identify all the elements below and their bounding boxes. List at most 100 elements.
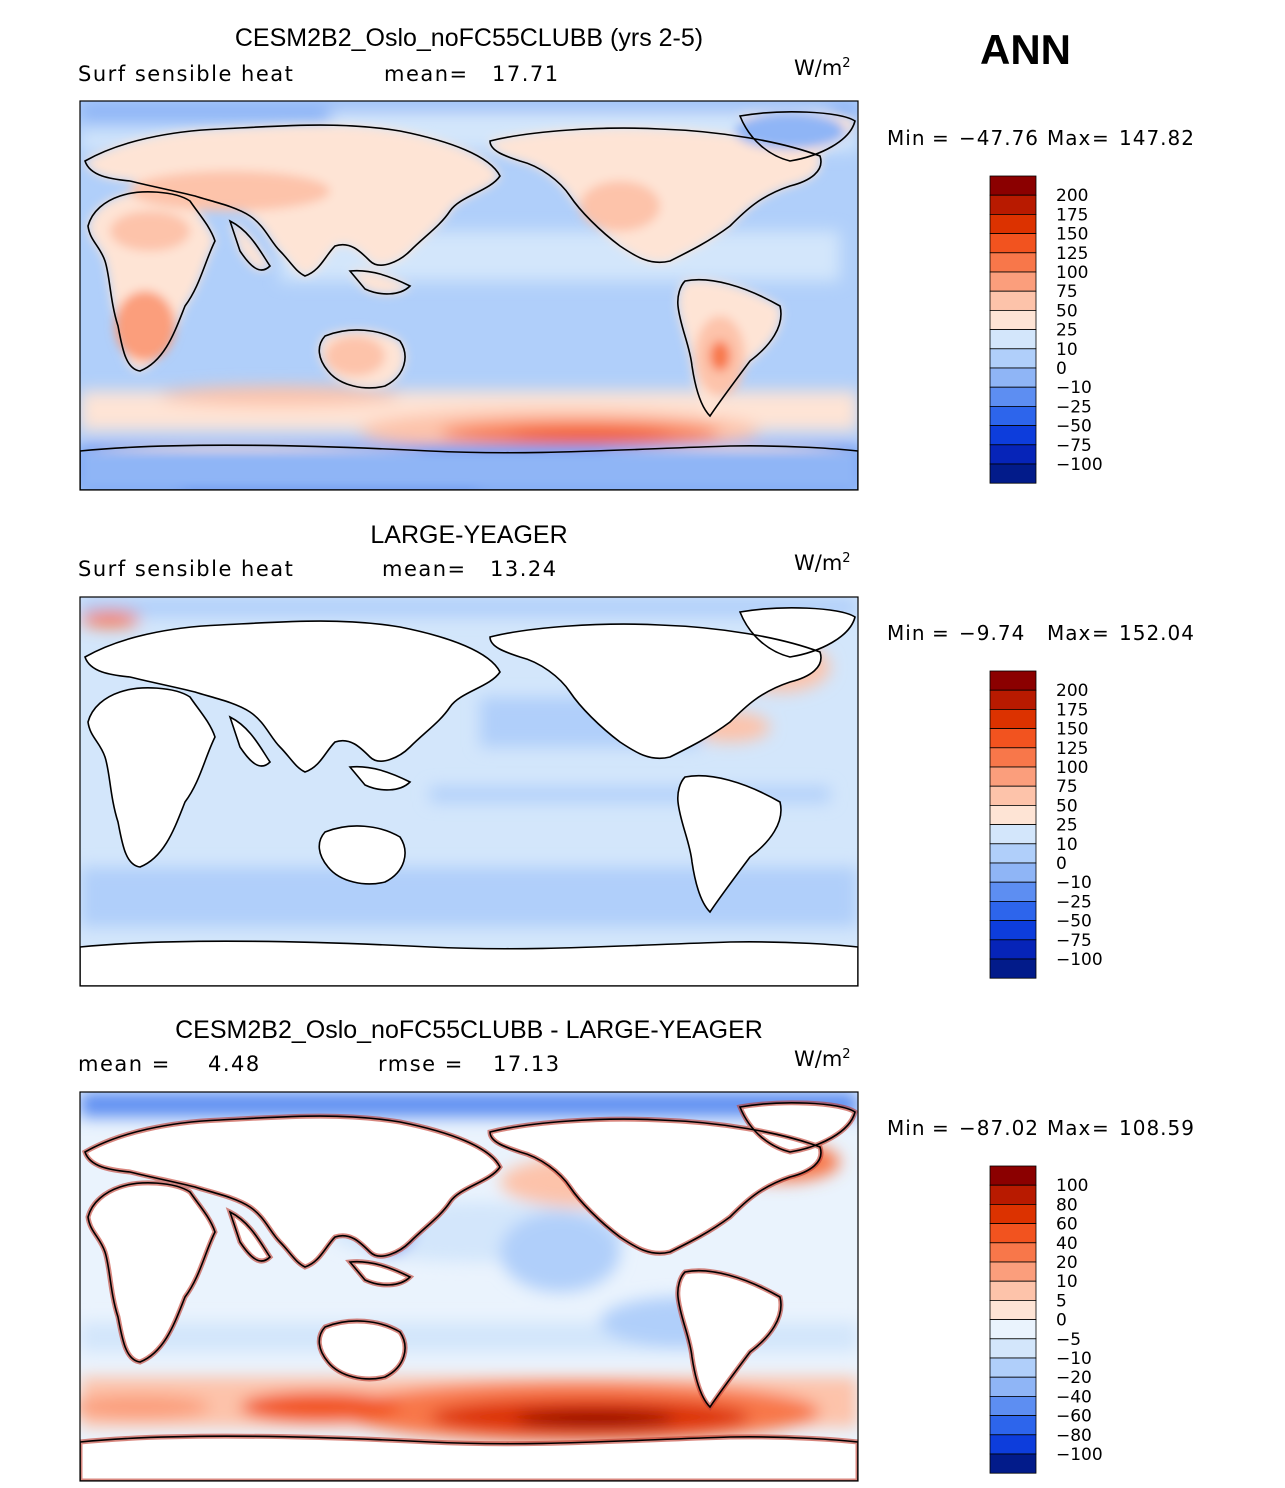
colorbar-tick-label: 40 xyxy=(1056,1234,1078,1254)
colorbar-tick-label: −100 xyxy=(1056,455,1103,475)
mean-value: 4.48 xyxy=(208,1052,261,1076)
map-frame-model xyxy=(79,100,859,491)
colorbar-tick-label: −60 xyxy=(1056,1407,1092,1427)
colorbar-tick-label: 25 xyxy=(1056,321,1078,341)
map-field-obs xyxy=(80,597,858,986)
colorbar-tick-label: −80 xyxy=(1056,1426,1092,1446)
colorbar-tick-label: −10 xyxy=(1056,378,1092,398)
map-panel-obs xyxy=(80,597,858,986)
panel-subtitle-left: Surf sensible heat xyxy=(78,62,295,86)
min-value: −87.02 xyxy=(959,1116,1040,1140)
min-eq: = xyxy=(932,126,950,150)
panel-title: LARGE-YEAGER xyxy=(370,521,568,549)
colorbar-swatch xyxy=(989,175,1037,196)
colorbar-tick-label: 50 xyxy=(1056,301,1078,321)
season-label: ANN xyxy=(980,26,1071,73)
colorbar-swatch xyxy=(989,709,1037,730)
colorbar-tick-label: 20 xyxy=(1056,1253,1078,1273)
colorbar-swatch xyxy=(989,1300,1037,1321)
colorbar-tick-label: −20 xyxy=(1056,1368,1092,1388)
colorbar-swatch xyxy=(989,824,1037,845)
colorbar-swatch xyxy=(989,689,1037,710)
colorbar-swatch xyxy=(989,309,1037,330)
colorbar-tick-label: 175 xyxy=(1056,205,1088,225)
colorbar-swatch xyxy=(989,843,1037,864)
colorbar-tick-label: 0 xyxy=(1056,854,1067,874)
units-exponent: 2 xyxy=(842,551,851,566)
min-label: Min xyxy=(887,1116,926,1140)
colorbar-swatch xyxy=(989,425,1037,446)
map-panel-model xyxy=(80,101,858,490)
colorbar-tick-label: −5 xyxy=(1056,1330,1081,1350)
colorbar-swatch xyxy=(989,233,1037,254)
colorbar-tick-label: 60 xyxy=(1056,1215,1078,1235)
colorbar-swatch xyxy=(989,728,1037,749)
colorbar-tick-label: 0 xyxy=(1056,1311,1067,1331)
colorbar-tick-label: 150 xyxy=(1056,720,1088,740)
colorbar-tick-label: −100 xyxy=(1056,950,1103,970)
colorbar-swatch xyxy=(989,1338,1037,1359)
colorbar-tick-label: −25 xyxy=(1056,892,1092,912)
mean-value: 13.24 xyxy=(490,557,558,581)
colorbar-swatch xyxy=(989,901,1037,922)
colorbar-swatch xyxy=(989,1184,1037,1205)
colorbar-swatch xyxy=(989,1261,1037,1282)
colorbar-swatch xyxy=(989,271,1037,292)
max-eq: = xyxy=(1092,1116,1110,1140)
max-label: Max xyxy=(1047,126,1092,150)
colorbar-swatch xyxy=(989,1357,1037,1378)
map-panel-diff xyxy=(80,1092,858,1481)
units-label: W/m2 xyxy=(794,1047,851,1071)
colorbar-swatch xyxy=(989,1453,1037,1474)
colorbar-swatch xyxy=(989,1204,1037,1225)
max-value: 147.82 xyxy=(1119,126,1195,150)
max-eq: = xyxy=(1092,126,1110,150)
min-value: −9.74 xyxy=(959,621,1026,645)
colorbar-tick-label: 175 xyxy=(1056,700,1088,720)
min-eq: = xyxy=(932,621,950,645)
colorbar-tick-label: 100 xyxy=(1056,263,1088,283)
colorbar-swatch xyxy=(989,348,1037,369)
colorbar-swatch xyxy=(989,367,1037,388)
max-label: Max xyxy=(1047,1116,1092,1140)
colorbar-tick-label: 25 xyxy=(1056,816,1078,836)
colorbars: 200175150125100755025100−10−25−50−75−100… xyxy=(989,175,1103,1474)
max-eq: = xyxy=(1092,621,1110,645)
min-label: Min xyxy=(887,126,926,150)
colorbar-swatch xyxy=(989,939,1037,960)
colorbar-tick-label: 5 xyxy=(1056,1291,1067,1311)
colorbar-tick-label: 100 xyxy=(1056,758,1088,778)
colorbar-tick-label: −10 xyxy=(1056,1349,1092,1369)
map-field-diff xyxy=(80,1092,858,1481)
colorbar-tick-label: 150 xyxy=(1056,225,1088,245)
units-label: W/m2 xyxy=(794,56,851,80)
colorbar-swatch xyxy=(989,252,1037,273)
colorbar-swatch xyxy=(989,290,1037,311)
colorbar-swatch xyxy=(989,405,1037,426)
colorbar-swatch xyxy=(989,1376,1037,1397)
colorbar-swatch xyxy=(989,444,1037,465)
colorbar-swatch xyxy=(989,958,1037,979)
panel-subtitle-left: mean = xyxy=(78,1052,171,1076)
colorbar-swatch xyxy=(989,213,1037,234)
mean-value: 17.71 xyxy=(492,62,560,86)
map-field-model xyxy=(80,101,858,490)
min-eq: = xyxy=(932,1116,950,1140)
colorbar-swatch xyxy=(989,194,1037,215)
colorbar-tick-label: 50 xyxy=(1056,796,1078,816)
colorbar-swatch xyxy=(989,1280,1037,1301)
panel-subtitle-left: Surf sensible heat xyxy=(78,557,295,581)
colorbar-tick-label: 80 xyxy=(1056,1195,1078,1215)
colorbar-tick-label: 125 xyxy=(1056,244,1088,264)
colorbar-tick-label: 10 xyxy=(1056,835,1078,855)
colorbar-tick-label: −100 xyxy=(1056,1445,1103,1465)
colorbar-swatch xyxy=(989,881,1037,902)
colorbar-swatch xyxy=(989,805,1037,826)
rmse-label: rmse = xyxy=(378,1052,464,1076)
mean-label: mean= xyxy=(384,62,469,86)
colorbar-swatch xyxy=(989,670,1037,691)
max-value: 108.59 xyxy=(1119,1116,1195,1140)
colorbar-swatch xyxy=(989,1415,1037,1436)
colorbar-swatch xyxy=(989,463,1037,484)
